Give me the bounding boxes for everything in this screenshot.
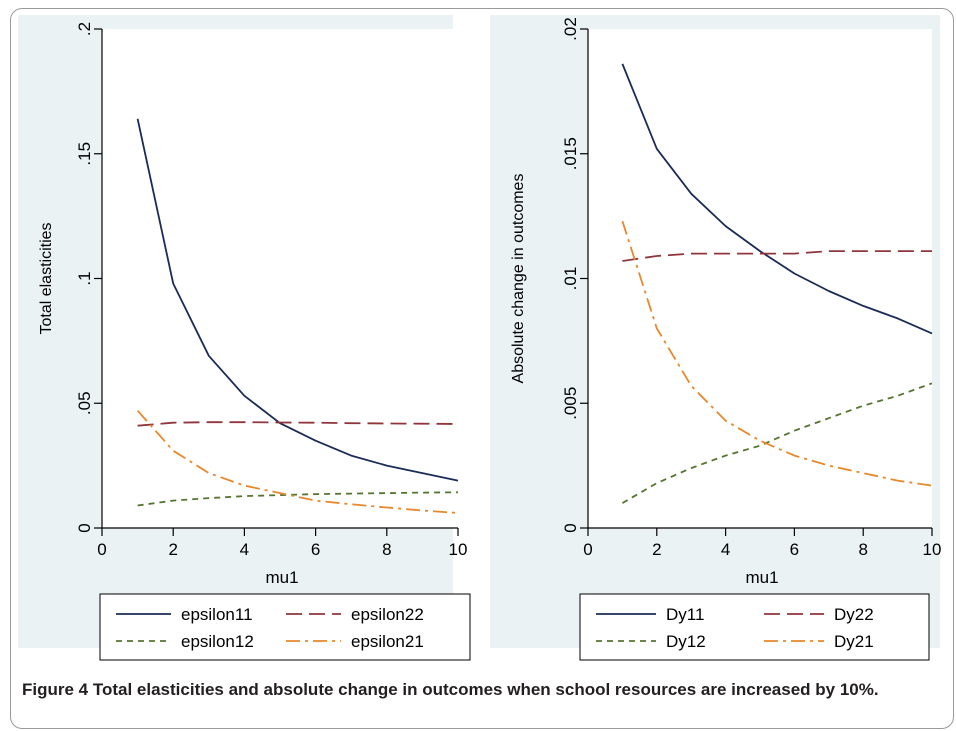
chart2-legend-label-Dy12: Dy12	[666, 632, 706, 651]
chart2-x-axis-title: mu1	[745, 568, 778, 587]
chart2-x-tick-label: 10	[923, 540, 942, 559]
chart1-x-tick-label: 4	[240, 540, 249, 559]
chart1-x-tick-label: 8	[382, 540, 391, 559]
chart2-y-tick-label: .02	[561, 17, 580, 41]
chart1-x-tick-label: 0	[97, 540, 106, 559]
chart2-y-tick-label: .015	[561, 137, 580, 170]
chart2-y-axis-title: Absolute change in outcomes	[510, 174, 527, 384]
chart1-legend-label-epsilon21: epsilon21	[351, 632, 424, 651]
chart1-legend-label-epsilon11: epsilon11	[181, 605, 253, 624]
chart1-x-axis-title: mu1	[265, 568, 298, 587]
chart2-x-tick-label: 4	[721, 540, 730, 559]
chart2-legend-label-Dy22: Dy22	[834, 605, 874, 624]
chart1-x-tick-label: 6	[311, 540, 320, 559]
chart2-legend	[580, 594, 929, 660]
chart1-x-tick-label: 2	[168, 540, 177, 559]
chart1-y-tick-label: .1	[75, 271, 94, 285]
chart1-legend-label-epsilon12: epsilon12	[181, 632, 254, 651]
chart2-x-tick-label: 6	[790, 540, 799, 559]
chart2-legend-label-Dy21: Dy21	[834, 632, 874, 651]
chart2-y-tick-label: 0	[561, 523, 580, 532]
chart1-legend-label-epsilon22: epsilon22	[351, 605, 424, 624]
chart1-y-axis-title: Total elasticities	[38, 222, 55, 334]
chart2-legend-label-Dy11: Dy11	[666, 605, 704, 624]
chart1-y-tick-label: .15	[75, 142, 94, 166]
chart2-x-tick-label: 2	[652, 540, 661, 559]
chart1-y-tick-label: 0	[75, 523, 94, 532]
figure-caption: Figure 4 Total elasticities and absolute…	[22, 679, 932, 700]
chart2-y-tick-label: .005	[561, 387, 580, 420]
chart1-y-tick-label: .05	[75, 391, 94, 415]
chart1-y-tick-label: .2	[75, 22, 94, 36]
chart2-x-tick-label: 0	[583, 540, 592, 559]
chart2-y-tick-label: .01	[561, 267, 580, 291]
chart1-plot-area	[102, 29, 458, 528]
chart2-plot-area	[588, 29, 932, 528]
chart1-x-tick-label: 10	[449, 540, 468, 559]
chart2-x-tick-label: 8	[858, 540, 867, 559]
